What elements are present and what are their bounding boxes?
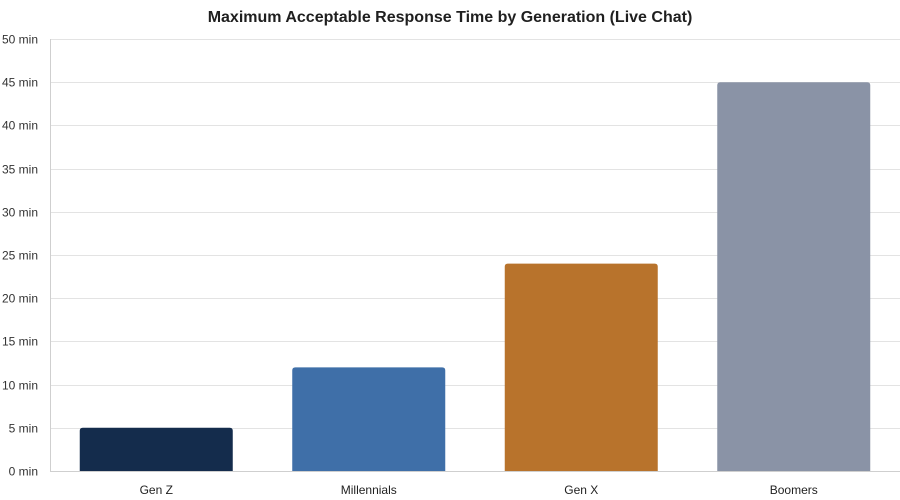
y-tick-label: 5 min	[9, 422, 38, 436]
y-tick-label: 40 min	[2, 119, 38, 133]
labels: 0 min 5 min 10 min 15 min 20 min 25 min 30 min…	[2, 33, 818, 500]
y-tick-label: 30 min	[2, 206, 38, 220]
y-tick-label: 0 min	[9, 465, 38, 479]
x-category-sublabel: (60+)	[780, 498, 808, 500]
y-tick-label: 50 min	[2, 33, 38, 47]
x-category-sublabel: (44-59)	[562, 498, 601, 500]
x-category-label: Gen X	[564, 483, 598, 497]
y-tick-label: 20 min	[2, 292, 38, 306]
y-tick-label: 25 min	[2, 249, 38, 263]
y-tick-label: 45 min	[2, 76, 38, 90]
bar-gen-x	[504, 263, 658, 471]
y-tick-label: 15 min	[2, 335, 38, 349]
bar-gen-z	[79, 427, 233, 471]
y-tick-label: 35 min	[2, 163, 38, 177]
bar-millennials	[292, 367, 446, 471]
x-category-sublabel: (18-27)	[137, 498, 176, 500]
x-category-label: Millennials	[341, 483, 397, 497]
bars	[79, 82, 871, 471]
chart-title: Maximum Acceptable Response Time by Gene…	[207, 9, 693, 26]
x-category-label: Gen Z	[140, 483, 173, 497]
x-category-sublabel: (28-43)	[349, 498, 388, 500]
y-tick-label: 10 min	[2, 379, 38, 393]
bar-boomers	[717, 82, 871, 471]
x-category-label: Boomers	[770, 483, 818, 497]
